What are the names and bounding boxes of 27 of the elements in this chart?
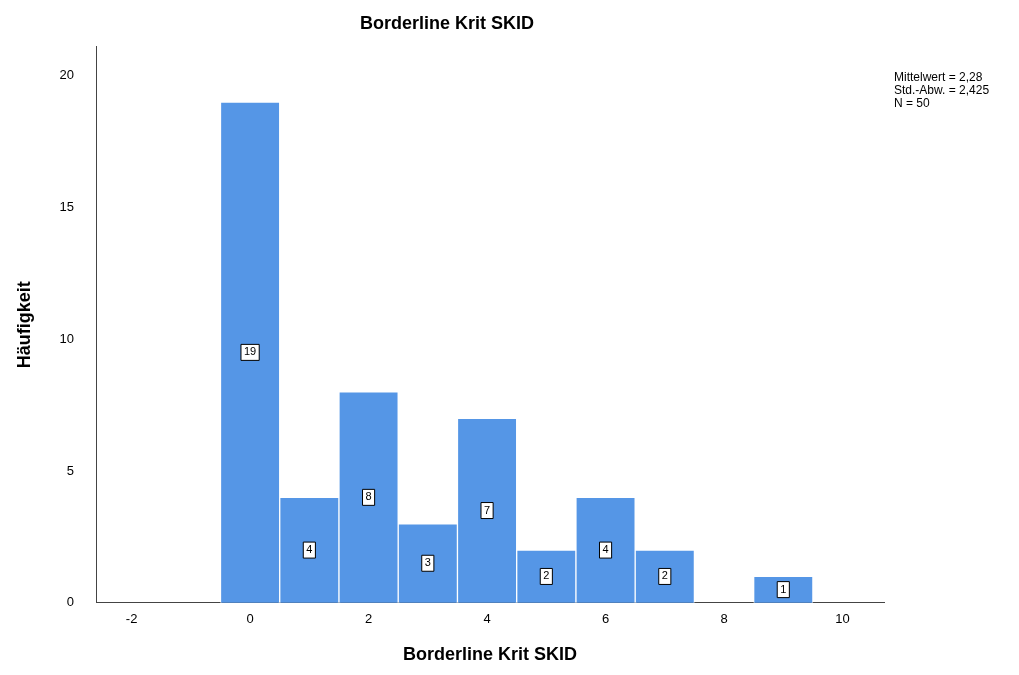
y-axis-title: Häufigkeit: [13, 281, 34, 369]
data-label: 2: [543, 569, 550, 582]
y-tick-label: 15: [59, 198, 75, 214]
text: Mittelwert = 2,28: [894, 70, 983, 85]
text: N = 50: [894, 96, 931, 111]
data-label: 3: [424, 556, 431, 569]
chart-title: Borderline Krit SKID: [359, 12, 535, 33]
y-tick-label: 20: [59, 67, 75, 83]
data-label: 8: [365, 490, 372, 503]
data-label: 2: [661, 569, 668, 582]
x-tick-label: 0: [246, 611, 254, 627]
x-tick-label: 2: [364, 611, 373, 627]
x-tick-label: -2: [125, 611, 138, 627]
data-label: 1: [780, 582, 787, 595]
x-tick-label: 6: [601, 611, 610, 627]
data-label: 7: [484, 503, 491, 516]
x-tick-label: 10: [835, 611, 850, 627]
y-tick-label: 5: [66, 462, 75, 478]
y-tick-label: 0: [66, 594, 75, 610]
x-axis-title: Borderline Krit SKID: [403, 644, 578, 665]
data-label: 4: [306, 543, 313, 556]
y-tick-label: 10: [59, 330, 75, 346]
data-label: 19: [243, 345, 257, 358]
data-label: 4: [602, 543, 609, 556]
x-tick-label: 4: [483, 611, 491, 627]
x-tick-label: 8: [720, 611, 728, 627]
text: Std.-Abw. = 2,425: [894, 83, 990, 98]
